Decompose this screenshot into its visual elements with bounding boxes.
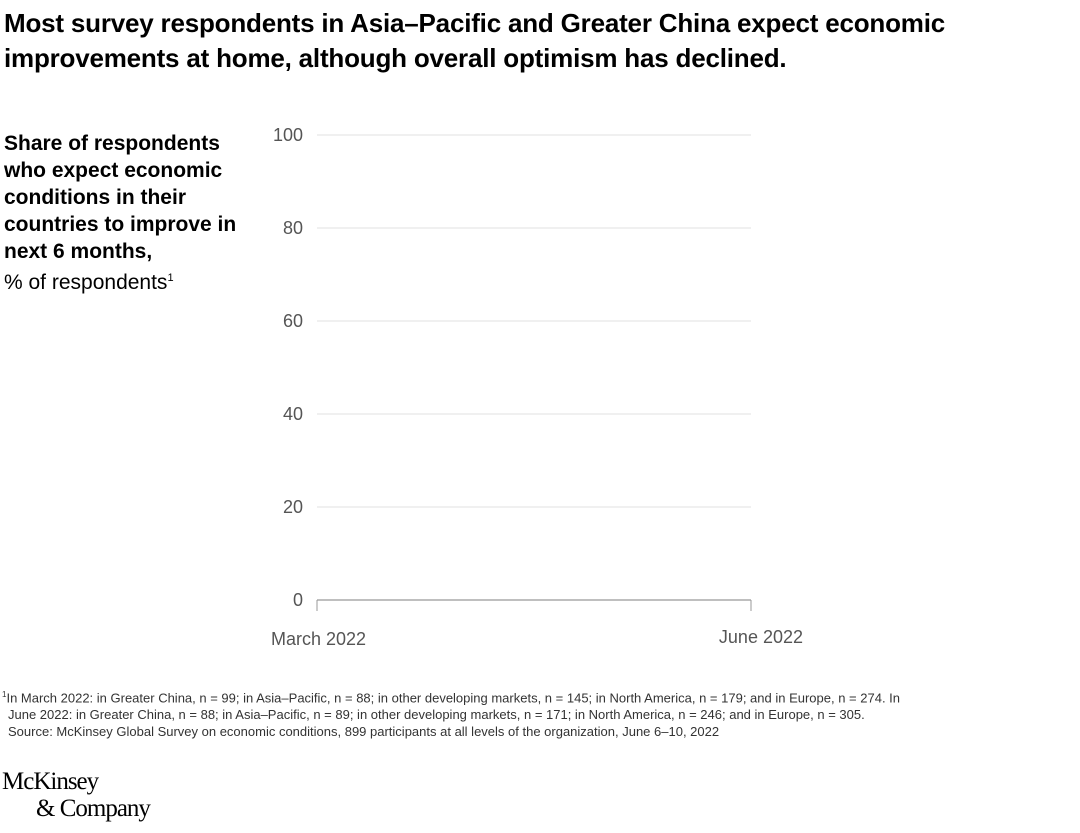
x-tick-label: June 2022 xyxy=(719,627,803,647)
y-tick-label: 60 xyxy=(283,311,303,331)
source-note: Source: McKinsey Global Survey on econom… xyxy=(8,724,720,740)
y-tick-label: 0 xyxy=(293,590,303,610)
y-axis-label-main: Share of respondents who expect economic… xyxy=(4,132,237,263)
footnote-2: June 2022: in Greater China, n = 88; in … xyxy=(8,707,865,723)
footnote-ref: 1 xyxy=(167,272,174,284)
line-chart: 0 20 40 60 80 100 March 2022 June 2022 xyxy=(271,125,803,649)
y-axis-label-unit: % of respondents xyxy=(4,271,168,294)
chart-title: Most survey respondents in Asia–Pacific … xyxy=(4,8,945,73)
x-tick-label: March 2022 xyxy=(271,629,366,649)
y-tick-label: 100 xyxy=(273,125,303,145)
mckinsey-logo: McKinsey & Company xyxy=(2,768,151,822)
y-tick-label: 20 xyxy=(283,497,303,517)
footnotes: 1In March 2022: in Greater China, n = 99… xyxy=(2,686,1072,740)
y-axis-label: Share of respondents who expect economic… xyxy=(4,130,254,296)
y-tick-label: 80 xyxy=(283,218,303,238)
y-tick-label: 40 xyxy=(283,404,303,424)
footnote-1: 1In March 2022: in Greater China, n = 99… xyxy=(2,690,901,706)
